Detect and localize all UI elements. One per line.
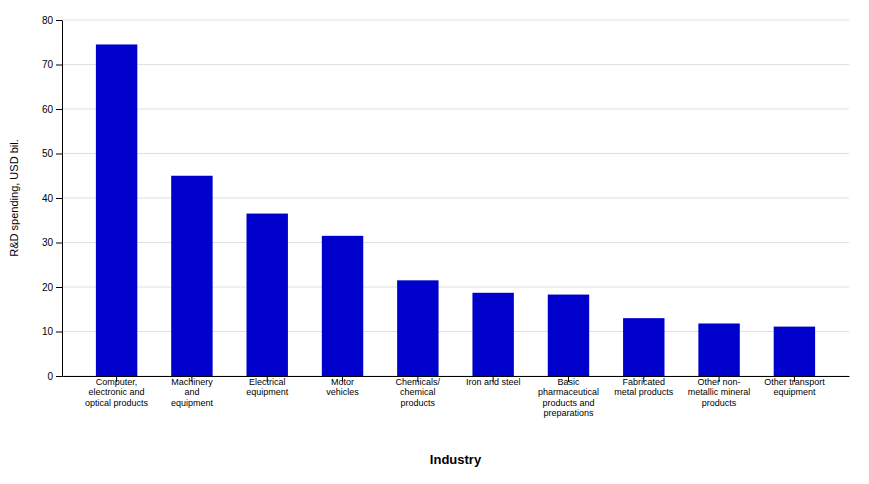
grid-line [62, 153, 849, 154]
x-tick: Fabricatedmetal products [614, 376, 674, 397]
x-tick: Electricalequipment [246, 376, 289, 397]
x-tick: Iron and steel [466, 376, 521, 387]
y-tick-mark [56, 287, 62, 288]
x-tick-label: Iron and steel [466, 377, 521, 387]
y-axis: 0 10 20 30 40 50 60 70 80 [42, 15, 63, 382]
y-tick-mark [56, 332, 62, 333]
bars [96, 44, 815, 376]
y-tick-mark [56, 198, 62, 199]
x-tick-label: Fabricatedmetal products [614, 377, 674, 397]
y-tick-label: 50 [42, 148, 54, 159]
x-tick-label-line: Other transport [764, 377, 825, 387]
y-tick-mark [56, 243, 62, 244]
x-tick-label-line: products [401, 398, 436, 408]
x-tick-label-line: equipment [773, 387, 816, 397]
y-axis-title: R&D spending, USD bil. [8, 139, 20, 256]
x-tick: Computer,electronic andoptical products [85, 376, 149, 408]
x-tick-label: Computer,electronic andoptical products [85, 377, 149, 408]
x-tick-label-line: products [702, 398, 737, 408]
bar [397, 280, 438, 376]
bar [247, 214, 288, 376]
x-tick-label-line: Motor [331, 377, 354, 387]
x-tick-label: Basicpharmaceuticalproducts andpreparati… [538, 377, 599, 418]
x-tick-label-line: Fabricated [623, 377, 666, 387]
x-tick: Other transportequipment [764, 376, 825, 397]
x-tick-label: Electricalequipment [246, 377, 289, 397]
y-tick-mark [56, 65, 62, 66]
x-tick-label-line: preparations [543, 408, 594, 418]
y-tick-label: 0 [47, 371, 53, 382]
y-tick: 40 [42, 193, 62, 204]
grid-line [62, 64, 849, 65]
x-tick-label-line: Other non- [698, 377, 741, 387]
x-tick-label-line: Machinery [171, 377, 213, 387]
x-tick-label-line: optical products [85, 398, 149, 408]
x-tick-label-line: equipment [171, 398, 214, 408]
x-tick: Other non-metallic mineralproducts [688, 376, 751, 408]
bar [171, 176, 212, 376]
y-tick-label: 40 [42, 193, 54, 204]
y-tick-mark [56, 20, 62, 21]
y-tick-label: 60 [42, 104, 54, 115]
x-axis-title: Industry [430, 452, 482, 467]
y-tick: 10 [42, 326, 62, 337]
plot: Computer,electronic andoptical products M… [8, 15, 850, 467]
x-tick-label-line: electronic and [89, 387, 145, 397]
x-tick-label-line: chemical [400, 387, 436, 397]
x-tick: Motorvehicles [326, 376, 359, 397]
x-tick-label-line: metal products [614, 387, 674, 397]
bar [548, 295, 589, 376]
x-tick-label: Other non-metallic mineralproducts [688, 377, 751, 408]
x-tick-label-line: vehicles [326, 387, 359, 397]
chart: Computer,electronic andoptical products M… [0, 0, 869, 484]
y-tick: 50 [42, 148, 62, 159]
x-tick-label: Motorvehicles [326, 377, 359, 397]
x-tick: Chemicals/chemicalproducts [396, 376, 441, 408]
y-tick-label: 80 [42, 15, 54, 26]
y-tick-mark [56, 376, 62, 377]
grid-line [62, 20, 849, 21]
bar [774, 327, 815, 376]
y-tick-label: 70 [42, 59, 54, 70]
y-tick-mark [56, 154, 62, 155]
x-tick: Machineryandequipment [171, 376, 214, 408]
x-tick-label-line: pharmaceutical [538, 387, 599, 397]
y-tick: 70 [42, 59, 62, 70]
bar [698, 323, 739, 376]
x-tick-label-line: and [184, 387, 199, 397]
x-tick-label: Chemicals/chemicalproducts [396, 377, 441, 408]
y-tick: 20 [42, 282, 62, 293]
x-tick-label-line: metallic mineral [688, 387, 751, 397]
y-tick: 60 [42, 104, 62, 115]
y-tick: 80 [42, 15, 62, 26]
bar [96, 44, 137, 376]
x-tick: Basicpharmaceuticalproducts andpreparati… [538, 376, 599, 418]
y-axis-line [62, 21, 63, 377]
y-tick-label: 20 [42, 282, 54, 293]
grid [62, 20, 849, 376]
x-tick-label-line: Chemicals/ [396, 377, 441, 387]
x-axis: Computer,electronic andoptical products M… [63, 376, 850, 418]
bar [472, 293, 513, 376]
x-tick-label-line: Basic [557, 377, 580, 387]
x-tick-label-line: Iron and steel [466, 377, 521, 387]
bar [623, 318, 664, 376]
y-tick-label: 30 [42, 237, 54, 248]
bar [322, 236, 363, 376]
x-tick-label-line: products and [542, 398, 594, 408]
y-tick-mark [56, 109, 62, 110]
x-tick-label: Machineryandequipment [171, 377, 214, 408]
x-tick-label-line: equipment [246, 387, 289, 397]
x-tick-label: Other transportequipment [764, 377, 825, 397]
grid-line [62, 109, 849, 110]
y-tick-label: 10 [42, 326, 54, 337]
y-tick: 0 [47, 371, 62, 382]
y-tick: 30 [42, 237, 62, 248]
x-tick-label-line: Computer, [96, 377, 138, 387]
x-tick-label-line: Electrical [249, 377, 286, 387]
